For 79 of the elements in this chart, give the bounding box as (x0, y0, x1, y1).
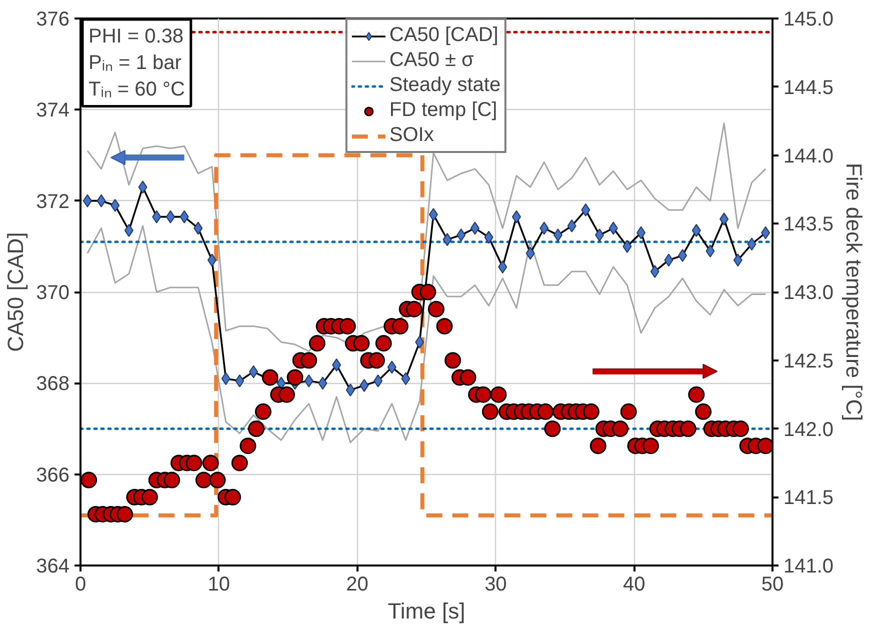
point (207, 254, 216, 267)
point (374, 374, 383, 388)
line-series (86, 225, 766, 444)
point (82, 194, 92, 208)
point (608, 222, 618, 235)
point (166, 210, 175, 224)
point (470, 222, 480, 235)
point (553, 228, 562, 242)
y-tick-label: 366 (36, 464, 70, 486)
point (442, 233, 452, 246)
annotation: Tᵢₙ = 60 °C (88, 78, 185, 100)
x-tick-label: 20 (346, 574, 368, 596)
point (706, 244, 715, 258)
point (733, 254, 742, 267)
point (332, 358, 342, 372)
point (180, 210, 189, 224)
point (747, 238, 756, 251)
point (194, 222, 203, 235)
x-tick-label: 10 (208, 574, 230, 596)
point (678, 249, 688, 262)
legend-label: CA50 [CAD] (389, 24, 498, 47)
point (761, 226, 770, 240)
point (346, 384, 355, 397)
point (456, 228, 466, 242)
x-tick-label: 40 (622, 574, 646, 596)
point (387, 360, 396, 374)
y2-tick-label: 142.0 (784, 418, 834, 441)
point (540, 222, 549, 235)
y-tick-label: 376 (36, 8, 70, 30)
y2-tick-label: 144.5 (784, 76, 834, 99)
point (96, 194, 106, 208)
y-tick-label: 374 (36, 100, 70, 122)
annotation: PHI = 0.38 (88, 26, 184, 48)
annotation: Pᵢₙ = 1 bar (88, 52, 182, 74)
point (318, 376, 328, 390)
legend-label: FD temp [C] (389, 99, 498, 122)
point (110, 198, 120, 212)
y2-tick-label: 143.0 (784, 282, 834, 304)
legend-label: SOIx (389, 124, 434, 147)
point (581, 203, 590, 216)
y-axis-title: CA50 [CAD] (3, 232, 28, 352)
point (650, 264, 660, 278)
point (692, 224, 701, 237)
legend-label: CA50 ± σ (389, 49, 474, 72)
y2-tick-label: 143.5 (784, 214, 834, 236)
point (415, 336, 424, 349)
point (428, 208, 438, 222)
y-tick-label: 372 (36, 190, 70, 213)
point (124, 224, 134, 237)
point (720, 212, 729, 226)
point (221, 372, 230, 386)
point (636, 226, 646, 240)
x-tick-label: 50 (761, 574, 784, 596)
point (622, 240, 632, 253)
y-tick-label: 370 (36, 282, 70, 304)
y2-tick-label: 144.0 (784, 145, 834, 168)
y2-tick-label: 141.5 (784, 487, 834, 510)
point (484, 230, 494, 244)
point (138, 180, 148, 194)
y2-tick-label: 142.5 (784, 350, 834, 372)
y-tick-label: 368 (36, 373, 70, 396)
point (235, 374, 244, 388)
point (360, 378, 369, 392)
y2-tick-label: 145.0 (784, 8, 834, 30)
point (498, 260, 508, 274)
y2-axis-title: Fire deck temperature [°C] (842, 162, 867, 422)
x-tick-label: 30 (484, 574, 507, 596)
point (567, 219, 576, 232)
point (512, 210, 521, 224)
point (401, 372, 410, 386)
legend-label: Steady state (389, 74, 501, 97)
point (152, 210, 162, 224)
point (304, 374, 314, 388)
point (664, 254, 674, 267)
x-axis-title: Time [s] (388, 598, 466, 624)
x-tick-label: 0 (74, 574, 86, 596)
y2-tick-label: 141.0 (784, 556, 834, 578)
point (526, 246, 535, 260)
y-tick-label: 364 (36, 556, 70, 578)
